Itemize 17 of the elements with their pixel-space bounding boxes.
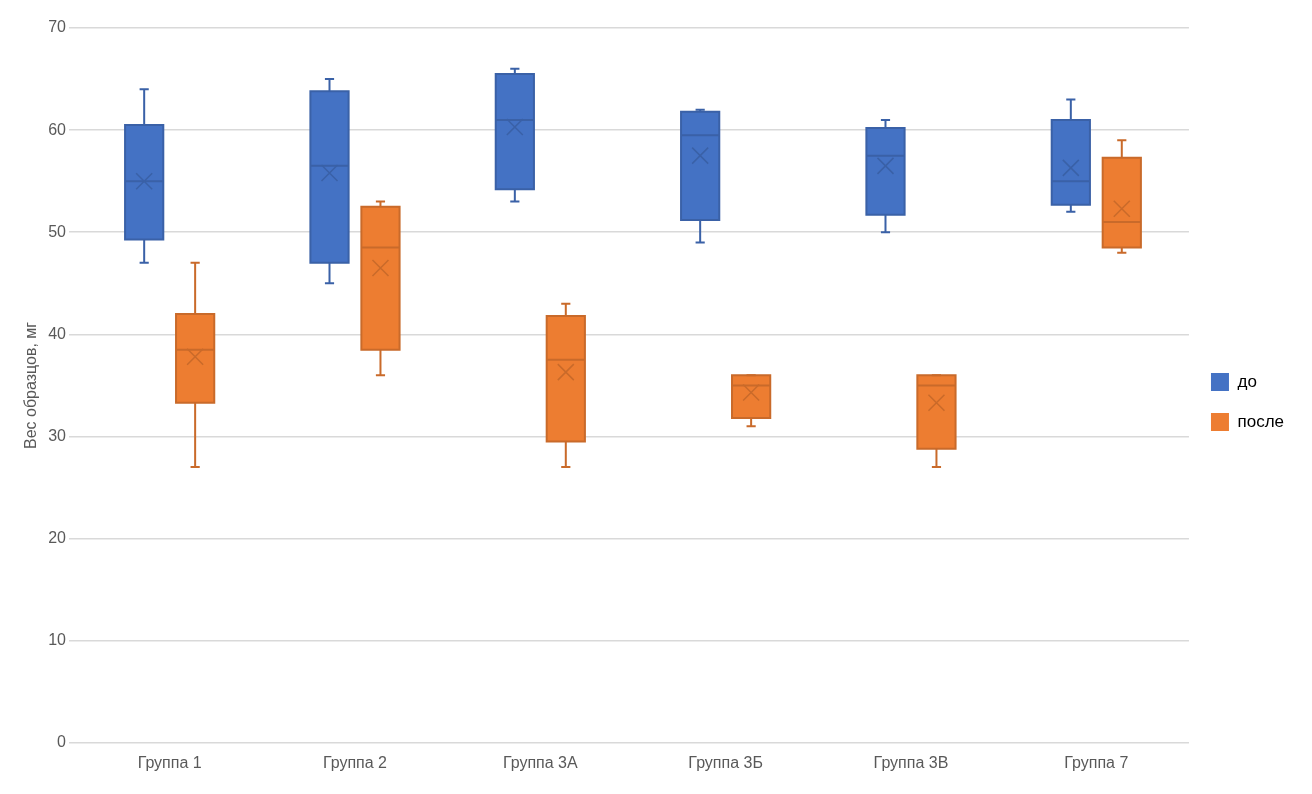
x-tick-label: Группа 3А <box>502 753 578 771</box>
x-tick-label: Группа 3Б <box>688 753 763 771</box>
y-tick-label: 30 <box>48 426 67 444</box>
x-tick-label: Группа 1 <box>137 753 202 771</box>
y-tick-label: 70 <box>48 18 67 36</box>
legend-label: после <box>1237 411 1285 431</box>
y-tick-label: 50 <box>48 222 67 240</box>
y-tick-label: 60 <box>48 120 67 138</box>
y-tick-label: 10 <box>48 631 67 649</box>
y-tick-label: 0 <box>57 733 67 751</box>
x-tick-label: Группа 2 <box>322 753 388 771</box>
y-tick-label: 20 <box>48 528 67 546</box>
y-tick-label: 40 <box>48 324 67 342</box>
y-axis-title: Вес образцов, мг <box>22 321 40 449</box>
legend-label: до <box>1237 371 1257 391</box>
x-tick-label: Группа 7 <box>1064 753 1129 771</box>
x-tick-label: Группа 3В <box>873 753 949 771</box>
